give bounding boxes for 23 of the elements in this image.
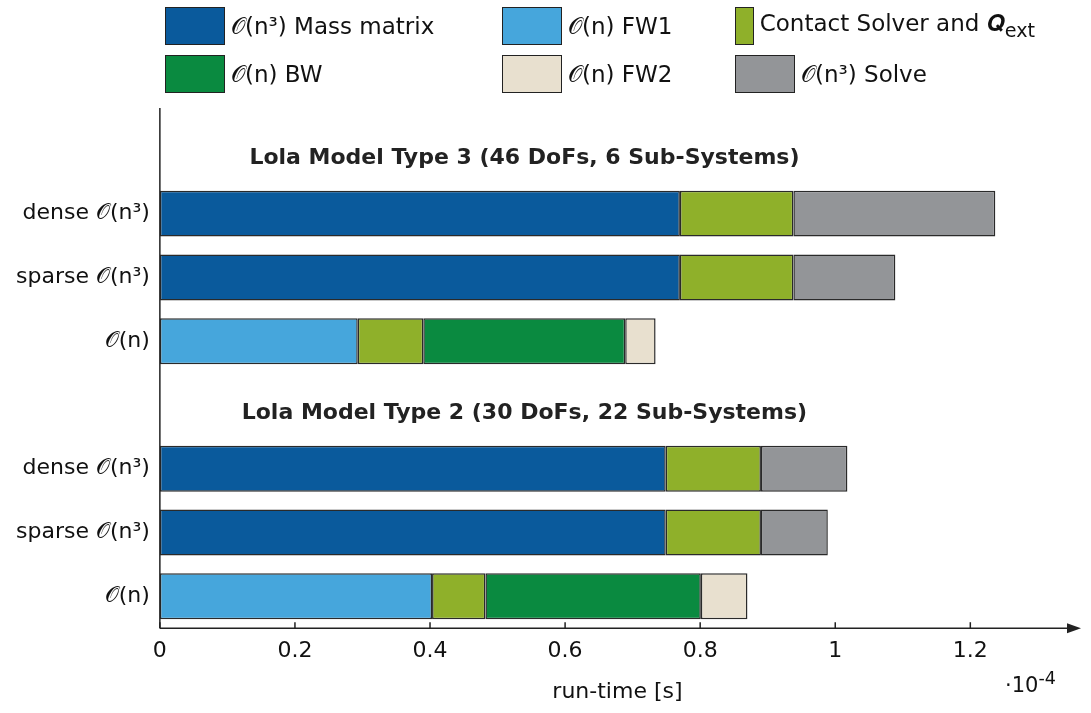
x-tick-label: 0.2 <box>277 637 313 663</box>
y-tick-label: sparse 𝒪(n³) <box>16 518 150 544</box>
y-tick-label: dense 𝒪(n³) <box>22 454 150 480</box>
x-tick-label: 0 <box>152 637 167 663</box>
y-tick-label: sparse 𝒪(n³) <box>16 263 150 289</box>
annotation: Lola Model Type 2 (30 DoFs, 22 Sub-Systems) <box>241 398 808 424</box>
x-tick-label: 0.8 <box>682 637 718 663</box>
x-tick-label: 0.6 <box>547 637 583 663</box>
y-tick-label: 𝒪(n) <box>104 582 150 608</box>
legend-label: 𝒪(n) FW1 <box>568 12 673 40</box>
text: ·10$^{-4}$ <box>1005 668 1056 698</box>
legend-label: 𝒪(n³) Mass matrix <box>231 12 435 40</box>
legend-label: 𝒪(n³) Solve <box>801 60 927 88</box>
annotation: Lola Model Type 3 (46 DoFs, 6 Sub-Systems) <box>249 143 800 169</box>
legend-label: Contact Solver and 𝑸$_{ext}$ <box>759 10 1035 42</box>
x-axis-title: run-time [s] <box>552 677 683 703</box>
x-tick-label: 0.4 <box>412 637 448 663</box>
legend-label: 𝒪(n) FW2 <box>568 60 673 88</box>
legend-label: 𝒪(n) BW <box>231 60 323 88</box>
y-tick-label: 𝒪(n) <box>104 326 150 352</box>
y-tick-label: dense 𝒪(n³) <box>22 199 150 225</box>
x-tick-label: 1 <box>828 637 843 663</box>
x-tick-label: 1.2 <box>952 637 988 663</box>
